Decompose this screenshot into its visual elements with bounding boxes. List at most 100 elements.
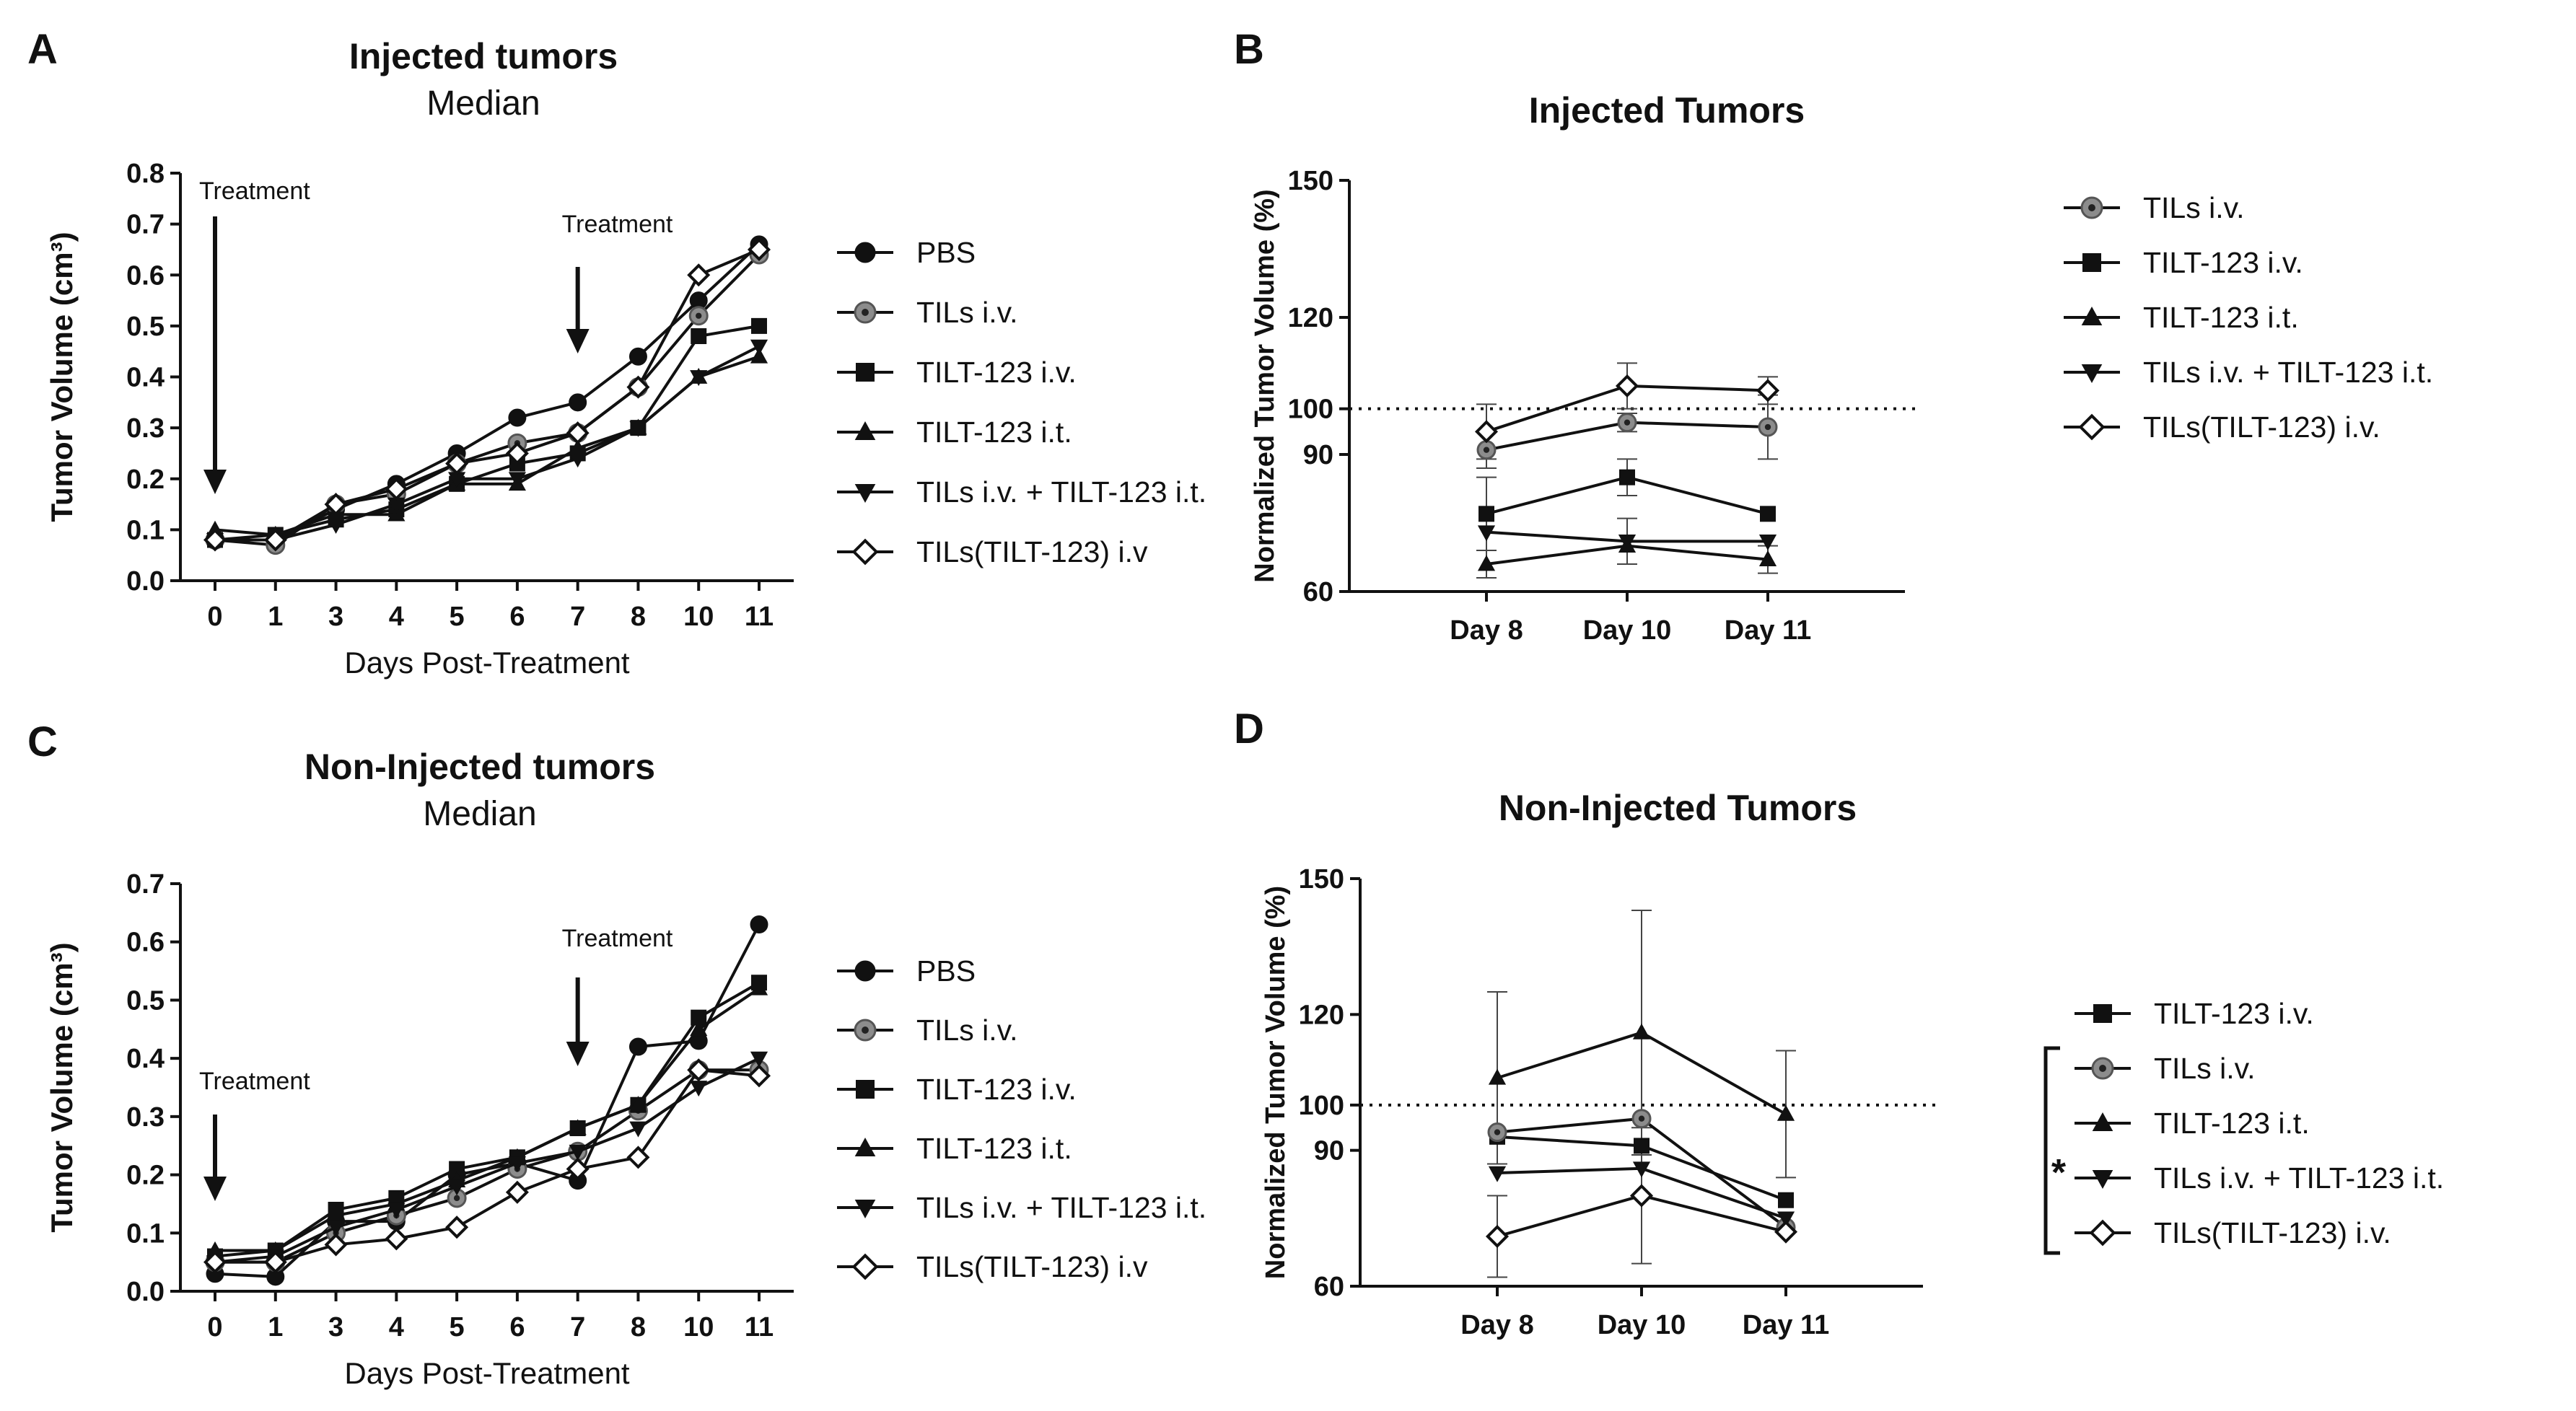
series-line bbox=[214, 253, 761, 547]
data-point bbox=[327, 1206, 345, 1223]
treatment-arrow bbox=[566, 267, 590, 353]
series-tils-tilt-123-i-v bbox=[1485, 1184, 1798, 1248]
series-line bbox=[215, 987, 761, 1252]
data-point bbox=[1619, 469, 1635, 485]
data-point bbox=[508, 408, 527, 427]
y-tick-label: 0.6 bbox=[126, 260, 165, 291]
data-point-core bbox=[1494, 1129, 1501, 1135]
chart-subtitle: Median bbox=[426, 84, 540, 123]
legend-label: TILs i.v. bbox=[916, 1014, 1017, 1047]
y-tick-label: 0.7 bbox=[126, 210, 165, 240]
data-point-core bbox=[1483, 447, 1490, 453]
y-tick-label: 0.2 bbox=[126, 1161, 165, 1191]
series-tilt-123-i-v bbox=[1478, 469, 1776, 522]
legend-label: TILs(TILT-123) i.v bbox=[916, 1250, 1148, 1283]
data-point bbox=[1629, 1184, 1654, 1208]
data-point bbox=[448, 1179, 466, 1196]
x-tick-label: 8 bbox=[631, 602, 646, 632]
y-axis-label: Tumor Volume (cm³) bbox=[45, 232, 79, 522]
legend-marker bbox=[854, 1138, 876, 1157]
legend-entry-tils-i-v-tilt-123-i-t: TILs i.v. + TILT-123 i.t. bbox=[2075, 1161, 2444, 1195]
y-tick-label: 0.1 bbox=[126, 1218, 165, 1249]
legend-entry-tils-tilt-123-i-v: TILs(TILT-123) i.v. bbox=[2075, 1216, 2391, 1249]
series-tilt-123-i-v bbox=[207, 317, 767, 548]
y-tick-label: 150 bbox=[1299, 864, 1344, 894]
data-point bbox=[690, 370, 708, 387]
legend-entry-tils-i-v-tilt-123-i-t: TILs i.v. + TILT-123 i.t. bbox=[2064, 356, 2433, 389]
data-point bbox=[1478, 506, 1494, 522]
data-point bbox=[1774, 1220, 1798, 1244]
data-point bbox=[385, 1227, 408, 1251]
data-point bbox=[1758, 550, 1777, 567]
x-tick-label: 6 bbox=[509, 1312, 525, 1342]
x-axis-label: Days Post-Treatment bbox=[344, 1356, 630, 1390]
legend-label: PBS bbox=[916, 954, 976, 988]
data-point bbox=[691, 1009, 707, 1026]
legend-marker bbox=[856, 1080, 875, 1099]
data-point bbox=[1778, 1192, 1794, 1208]
series-tils-i-v-tilt-123-i-t bbox=[1488, 1161, 1795, 1228]
data-point bbox=[385, 477, 408, 501]
data-point bbox=[508, 472, 526, 488]
y-tick-label: 90 bbox=[1314, 1136, 1344, 1166]
chart-panel-b: Injected Tumors 60 90 100 120 150 Day 8 Day 10 D… bbox=[1250, 90, 2433, 646]
x-tick-label: 0 bbox=[207, 1312, 222, 1342]
data-point bbox=[449, 1161, 465, 1177]
x-axis-label: Days Post-Treatment bbox=[344, 646, 630, 680]
legend-label: TILT-123 i.t. bbox=[916, 416, 1072, 449]
x-tick-label: Day 11 bbox=[1725, 615, 1811, 646]
series-line bbox=[214, 324, 760, 542]
panel-letter-c: C bbox=[27, 718, 58, 765]
x-tick-label: 1 bbox=[268, 602, 283, 632]
legend-marker bbox=[856, 363, 875, 382]
data-point bbox=[566, 421, 590, 445]
data-point bbox=[628, 347, 647, 366]
data-point bbox=[691, 328, 707, 344]
series-tils-i-v bbox=[205, 245, 769, 555]
treatment-arrow bbox=[566, 977, 590, 1066]
x-tick-label: Day 10 bbox=[1598, 1310, 1686, 1340]
chart-title: Injected Tumors bbox=[1529, 90, 1805, 131]
data-point bbox=[1477, 555, 1496, 571]
legend-label: TILs i.v. bbox=[2154, 1052, 2255, 1085]
data-point bbox=[324, 493, 348, 517]
series-tils-tilt-123-i-v bbox=[1474, 374, 1780, 444]
treatment-label: Treatment bbox=[199, 177, 310, 205]
chart-panel-c: Non-Injected tumors Median 0.0 0.1 0.2 0.3 0.4… bbox=[45, 747, 1206, 1390]
x-tick-label: 11 bbox=[745, 1312, 774, 1342]
data-point bbox=[505, 441, 529, 465]
legend-label: TILT-123 i.t. bbox=[916, 1132, 1072, 1165]
data-point bbox=[1615, 374, 1639, 398]
series-line bbox=[215, 243, 761, 542]
treatment-arrow-head bbox=[203, 470, 227, 494]
chart-title: Non-Injected tumors bbox=[305, 747, 655, 787]
series-pbs bbox=[206, 235, 768, 549]
legend-marker bbox=[2078, 413, 2106, 441]
y-tick-label: 0.7 bbox=[126, 869, 165, 900]
treatment-label: Treatment bbox=[199, 1068, 310, 1095]
data-point bbox=[1487, 1122, 1507, 1143]
data-point bbox=[569, 393, 587, 412]
legend-entry-tils-tilt-123-i-v: TILs(TILT-123) i.v bbox=[837, 535, 1148, 568]
data-point bbox=[327, 1220, 345, 1236]
chart-panel-d: Non-Injected Tumors 60 90 100 120 150 Day 8 Day… bbox=[1261, 788, 2444, 1340]
y-tick-label: 0.2 bbox=[126, 465, 165, 495]
data-point bbox=[628, 1037, 647, 1056]
x-tick-label: 5 bbox=[450, 1312, 465, 1342]
legend-marker-core bbox=[2088, 204, 2095, 211]
series-line bbox=[214, 981, 761, 1258]
y-tick-label: 0.0 bbox=[126, 566, 165, 597]
treatment-arrow-head bbox=[566, 1042, 590, 1066]
data-point bbox=[505, 1180, 529, 1204]
legend-marker bbox=[2091, 1057, 2114, 1080]
series-line bbox=[215, 248, 760, 542]
data-point bbox=[263, 1250, 287, 1274]
data-point bbox=[750, 915, 768, 933]
legend-marker bbox=[854, 242, 876, 263]
legend-entry-tilt-123-i-v: TILT-123 i.v. bbox=[837, 356, 1077, 389]
x-tick-label: 7 bbox=[570, 602, 585, 632]
y-tick-label: 0.5 bbox=[126, 985, 165, 1016]
legend-marker bbox=[2080, 196, 2103, 219]
x-tick-label: 1 bbox=[268, 1312, 283, 1342]
legend-entry-tils-i-v: TILs i.v. bbox=[2064, 191, 2244, 224]
